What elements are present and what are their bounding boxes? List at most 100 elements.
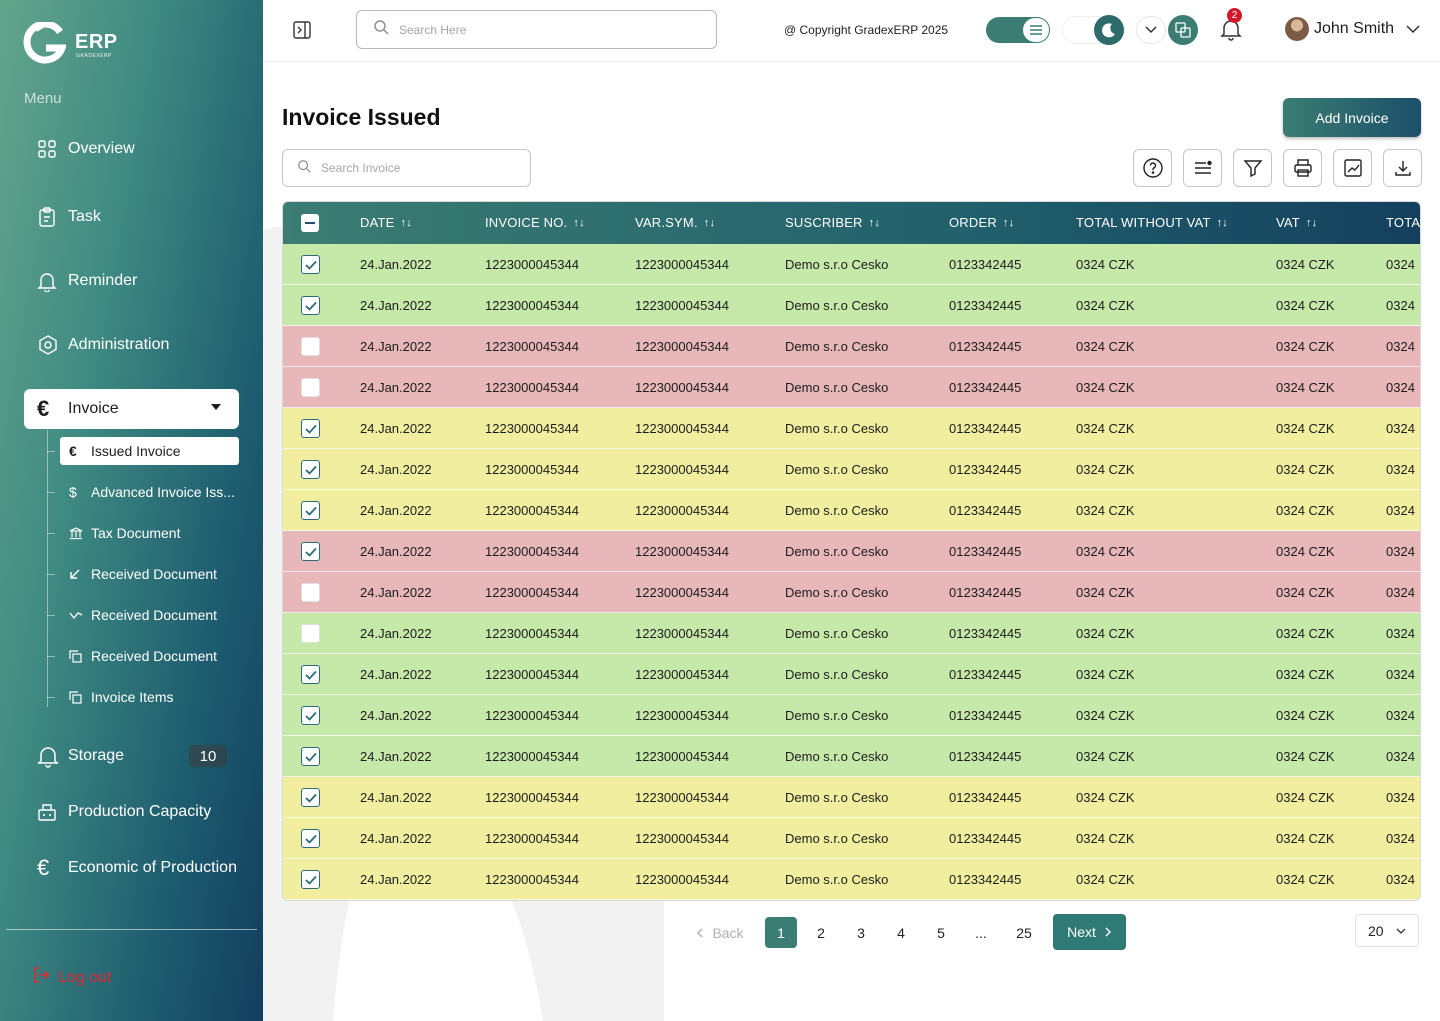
sidebar-item-reminder[interactable]: Reminder <box>24 261 239 301</box>
cell-var-sym: 1223000045344 <box>635 462 729 477</box>
filter-button[interactable] <box>1233 149 1272 187</box>
column-header-order[interactable]: ORDER ↑↓ <box>949 215 1015 230</box>
global-search[interactable] <box>356 10 717 49</box>
page-button-25[interactable]: 25 <box>1016 924 1032 941</box>
user-menu[interactable]: John Smith <box>1285 17 1420 41</box>
next-label: Next <box>1067 924 1096 940</box>
sub-item-invoice-items[interactable]: Invoice Items <box>47 683 239 711</box>
table-row[interactable]: 24.Jan.2022 1223000045344 1223000045344 Dem… <box>283 244 1420 285</box>
sub-item-tax-document[interactable]: Tax Document <box>47 519 239 547</box>
row-checkbox[interactable] <box>301 870 320 889</box>
dark-mode-toggle[interactable] <box>1062 15 1125 45</box>
row-checkbox[interactable] <box>301 255 320 274</box>
cell-subscriber: Demo s.r.o Cesko <box>785 462 889 477</box>
cell-total-without-vat: 0324 CZK <box>1076 544 1135 559</box>
select-all-checkbox[interactable] <box>301 214 319 232</box>
row-checkbox[interactable] <box>301 747 320 766</box>
table-row[interactable]: 24.Jan.2022 1223000045344 1223000045344 Dem… <box>283 531 1420 572</box>
row-checkbox[interactable] <box>301 829 320 848</box>
row-checkbox[interactable] <box>301 419 320 438</box>
logout-button[interactable]: Log out <box>32 966 111 989</box>
column-header-date[interactable]: DATE ↑↓ <box>360 215 412 230</box>
per-page-select[interactable]: 20 <box>1355 914 1419 947</box>
sidebar-item-economic-of-production[interactable]: € Economic of Production <box>24 848 239 888</box>
table-row[interactable]: 24.Jan.2022 1223000045344 1223000045344 Dem… <box>283 654 1420 695</box>
chart-button[interactable] <box>1333 149 1372 187</box>
table-row[interactable]: 24.Jan.2022 1223000045344 1223000045344 Dem… <box>283 490 1420 531</box>
table-row[interactable]: 24.Jan.2022 1223000045344 1223000045344 Dem… <box>283 285 1420 326</box>
table-row[interactable]: 24.Jan.2022 1223000045344 1223000045344 Dem… <box>283 572 1420 613</box>
check-icon <box>304 793 317 803</box>
table-row[interactable]: 24.Jan.2022 1223000045344 1223000045344 Dem… <box>283 736 1420 777</box>
cell-invoice-no: 1223000045344 <box>485 708 579 723</box>
column-header-total[interactable]: TOTA <box>1386 215 1421 230</box>
columns-button[interactable] <box>1183 149 1222 187</box>
column-header-total-without-vat[interactable]: TOTAL WITHOUT VAT ↑↓ <box>1076 215 1229 230</box>
table-row[interactable]: 24.Jan.2022 1223000045344 1223000045344 Dem… <box>283 695 1420 736</box>
table-row[interactable]: 24.Jan.2022 1223000045344 1223000045344 Dem… <box>283 449 1420 490</box>
factory-icon <box>37 800 69 824</box>
back-button[interactable]: Back <box>691 917 749 948</box>
row-checkbox[interactable] <box>301 337 320 356</box>
cell-subscriber: Demo s.r.o Cesko <box>785 503 889 518</box>
sub-item-received-document-1[interactable]: Received Document <box>47 560 239 588</box>
row-checkbox[interactable] <box>301 501 320 520</box>
row-checkbox[interactable] <box>301 706 320 725</box>
collapse-sidebar-icon[interactable] <box>292 20 312 40</box>
add-invoice-button[interactable]: Add Invoice <box>1283 98 1421 137</box>
sidebar-item-overview[interactable]: Overview <box>24 129 239 169</box>
help-button[interactable] <box>1133 149 1172 187</box>
invoice-search[interactable] <box>282 149 531 187</box>
sub-item-advanced-invoice[interactable]: $ Advanced Invoice Iss... <box>47 478 239 506</box>
cell-total: 0324 <box>1386 585 1415 600</box>
table-row[interactable]: 24.Jan.2022 1223000045344 1223000045344 Dem… <box>283 613 1420 654</box>
row-checkbox[interactable] <box>301 788 320 807</box>
cell-vat: 0324 CZK <box>1276 872 1335 887</box>
brand-logo[interactable]: ERP GRADEXERP <box>22 22 142 66</box>
cell-vat: 0324 CZK <box>1276 831 1335 846</box>
sub-item-issued-invoice[interactable]: € Issued Invoice <box>47 437 239 465</box>
page-button-1[interactable]: 1 <box>765 917 797 948</box>
column-header-invoice-no[interactable]: INVOICE NO. ↑↓ <box>485 215 585 230</box>
sub-item-received-document-2[interactable]: Received Document <box>47 601 239 629</box>
search-input[interactable] <box>399 22 679 37</box>
sidebar-item-production-capacity[interactable]: Production Capacity <box>24 792 239 832</box>
column-header-vat[interactable]: VAT ↑↓ <box>1276 215 1318 230</box>
print-button[interactable] <box>1283 149 1322 187</box>
layout-toggle[interactable] <box>986 17 1050 43</box>
page-button-5[interactable]: 5 <box>937 924 945 941</box>
language-dropdown[interactable] <box>1136 16 1166 44</box>
page-button-4[interactable]: 4 <box>897 924 905 941</box>
table-row[interactable]: 24.Jan.2022 1223000045344 1223000045344 Dem… <box>283 367 1420 408</box>
row-checkbox[interactable] <box>301 460 320 479</box>
row-checkbox[interactable] <box>301 378 320 397</box>
sidebar-item-administration[interactable]: Administration <box>24 325 239 365</box>
sidebar-item-invoice[interactable]: € Invoice <box>24 389 239 429</box>
page-button-3[interactable]: 3 <box>857 924 865 941</box>
row-checkbox[interactable] <box>301 624 320 643</box>
invoice-search-input[interactable] <box>321 161 511 175</box>
column-header-subscriber[interactable]: SUSCRIBER ↑↓ <box>785 215 881 230</box>
table-row[interactable]: 24.Jan.2022 1223000045344 1223000045344 Dem… <box>283 859 1420 900</box>
next-button[interactable]: Next <box>1053 914 1126 950</box>
row-checkbox[interactable] <box>301 583 320 602</box>
table-row[interactable]: 24.Jan.2022 1223000045344 1223000045344 Dem… <box>283 818 1420 859</box>
table-row[interactable]: 24.Jan.2022 1223000045344 1223000045344 Dem… <box>283 326 1420 367</box>
cell-order: 0123342445 <box>949 831 1022 846</box>
sidebar-item-task[interactable]: Task <box>24 197 239 237</box>
row-checkbox[interactable] <box>301 296 320 315</box>
cell-total: 0324 <box>1386 667 1415 682</box>
download-button[interactable] <box>1383 149 1422 187</box>
row-checkbox[interactable] <box>301 665 320 684</box>
table-row[interactable]: 24.Jan.2022 1223000045344 1223000045344 Dem… <box>283 408 1420 449</box>
row-checkbox[interactable] <box>301 542 320 561</box>
sub-item-received-document-3[interactable]: Received Document <box>47 642 239 670</box>
translate-icon[interactable] <box>1168 15 1198 45</box>
column-header-var-sym[interactable]: VAR.SYM. ↑↓ <box>635 215 716 230</box>
page-button-2[interactable]: 2 <box>817 924 825 941</box>
cell-total: 0324 <box>1386 298 1415 313</box>
brand-name: ERP <box>75 31 118 53</box>
table-row[interactable]: 24.Jan.2022 1223000045344 1223000045344 Dem… <box>283 777 1420 818</box>
sidebar-item-label: Economic of Production <box>68 859 237 876</box>
sidebar-item-storage[interactable]: Storage 10 <box>24 736 239 776</box>
